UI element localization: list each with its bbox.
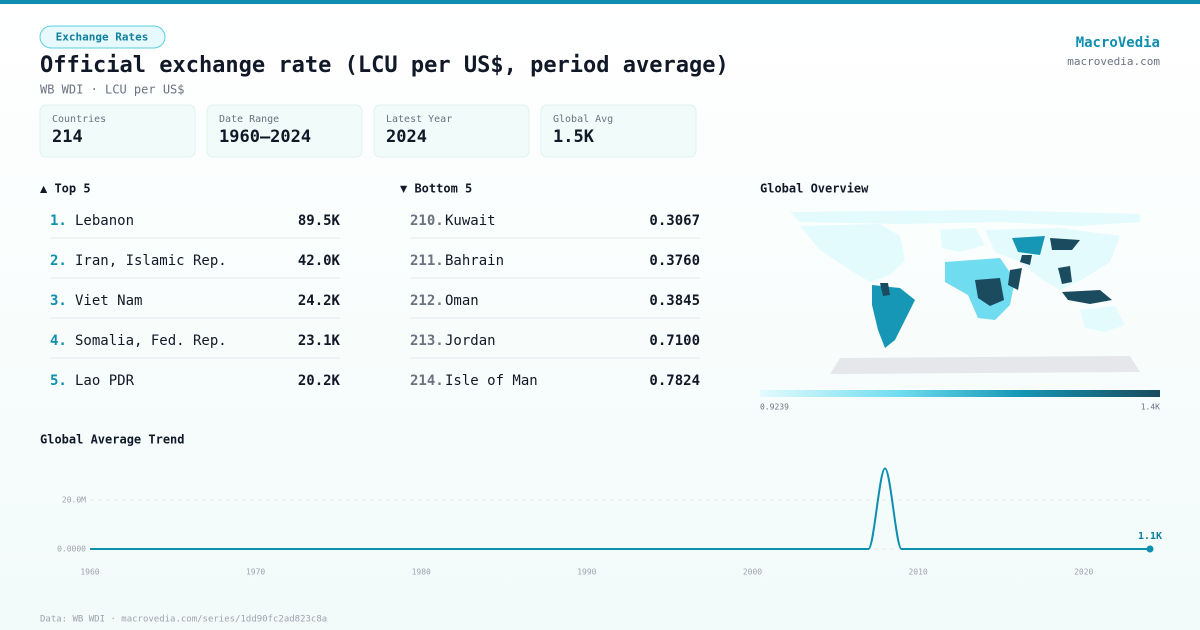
country-value: 0.3845 — [649, 293, 700, 309]
legend-min: 0.9239 — [760, 403, 789, 412]
chart-title: Global Average Trend — [40, 433, 185, 447]
country-value: 0.3067 — [649, 213, 700, 229]
stat-card — [540, 104, 697, 158]
rank: 210. — [410, 213, 444, 229]
rank: 5. — [50, 373, 67, 389]
rank: 1. — [50, 213, 67, 229]
country-name: Isle of Man — [445, 373, 538, 389]
rank: 211. — [410, 253, 444, 269]
stat-label: Date Range — [219, 114, 279, 125]
bottom-title: ▼ Bottom 5 — [400, 182, 472, 196]
rank: 3. — [50, 293, 67, 309]
site: macrovedia.com — [1067, 55, 1160, 68]
end-point — [1146, 545, 1154, 553]
stat-value: 1960–2024 — [219, 127, 311, 147]
x-tick-label: 1990 — [577, 568, 596, 577]
legend-max: 1.4K — [1141, 403, 1160, 412]
x-tick-label: 1980 — [412, 568, 431, 577]
stat-value: 2024 — [386, 127, 427, 147]
country-value: 0.3760 — [649, 253, 700, 269]
value-label: 1.1K — [1138, 531, 1162, 542]
country-name: Oman — [445, 293, 479, 309]
trend-line — [90, 467, 1150, 550]
rank: 213. — [410, 333, 444, 349]
country-name: Viet Nam — [75, 293, 142, 309]
brand: MacroVedia — [1076, 35, 1160, 51]
rank: 214. — [410, 373, 444, 389]
footer: Data: WB WDI · macrovedia.com/series/1dd… — [40, 615, 327, 625]
stat-label: Latest Year — [386, 114, 452, 125]
country-name: Bahrain — [445, 253, 504, 269]
rank: 212. — [410, 293, 444, 309]
country-value: 24.2K — [298, 293, 341, 309]
stat-card — [206, 104, 363, 158]
stat-label: Countries — [52, 114, 106, 125]
x-tick-label: 1970 — [246, 568, 265, 577]
country-name: Kuwait — [445, 213, 496, 229]
country-value: 0.7824 — [649, 373, 700, 389]
badge — [39, 25, 166, 49]
country-value: 20.2K — [298, 373, 341, 389]
title: Official exchange rate (LCU per US$, per… — [40, 53, 729, 78]
country-value: 89.5K — [298, 213, 341, 229]
country-name: Lao PDR — [75, 373, 135, 389]
country-name: Lebanon — [75, 213, 134, 229]
top-title: ▲ Top 5 — [40, 182, 91, 196]
x-tick-label: 2020 — [1074, 568, 1093, 577]
subtitle: WB WDI · LCU per US$ — [40, 83, 185, 97]
country-name: Iran, Islamic Rep. — [75, 253, 227, 269]
stat-value: 1.5K — [553, 127, 595, 147]
world-map — [790, 210, 1140, 374]
stat-label: Global Avg — [553, 114, 613, 125]
stat-value: 214 — [52, 127, 83, 147]
x-tick-label: 2010 — [908, 568, 927, 577]
badge-text: Exchange Rates — [56, 31, 149, 44]
country-name: Jordan — [445, 333, 496, 349]
top-bar — [0, 0, 1200, 4]
stat-card — [39, 104, 196, 158]
legend-bar — [760, 390, 1160, 397]
country-value: 42.0K — [298, 253, 341, 269]
x-tick-label: 1960 — [80, 568, 99, 577]
x-tick-label: 2000 — [743, 568, 762, 577]
map-title: Global Overview — [760, 182, 869, 196]
y-tick-label: 0.0000 — [57, 545, 86, 554]
stat-card — [373, 104, 530, 158]
rank: 4. — [50, 333, 67, 349]
country-name: Somalia, Fed. Rep. — [75, 333, 227, 349]
y-tick-label: 20.0M — [62, 496, 86, 505]
country-value: 0.7100 — [649, 333, 700, 349]
rank: 2. — [50, 253, 67, 269]
country-value: 23.1K — [298, 333, 341, 349]
